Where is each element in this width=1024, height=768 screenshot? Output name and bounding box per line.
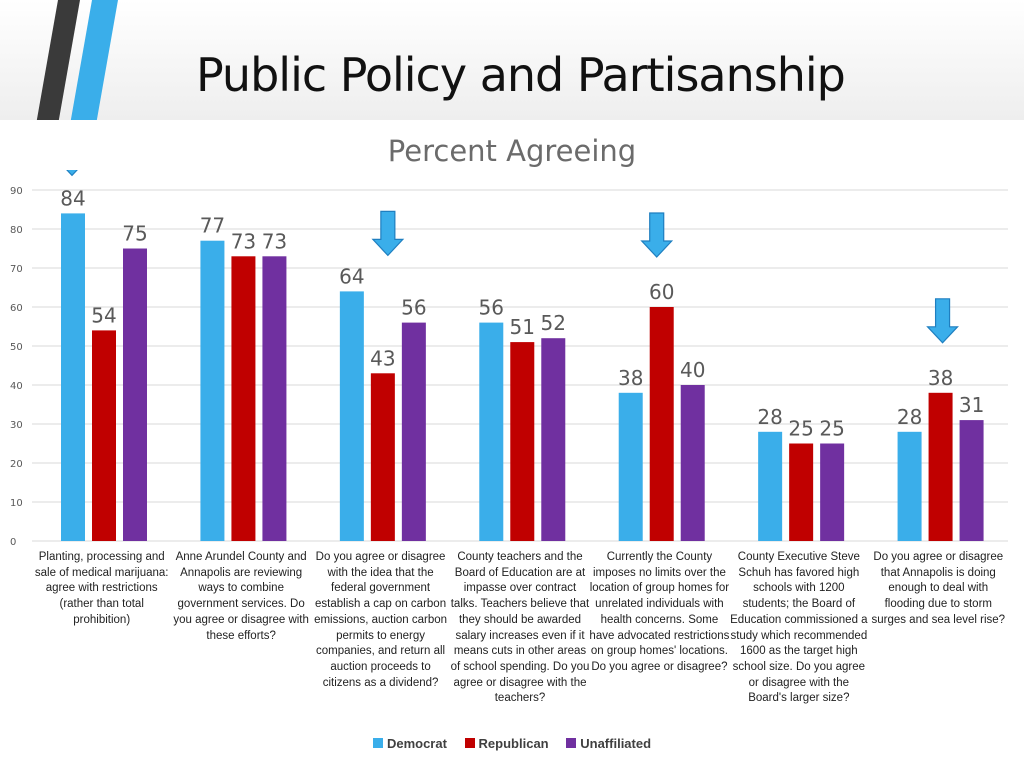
slide-title: Public Policy and Partisanship bbox=[196, 48, 846, 102]
legend-label-democrat: Democrat bbox=[386, 736, 447, 751]
data-label-unaffiliated: 31 bbox=[959, 393, 984, 417]
data-label-republican: 25 bbox=[788, 417, 813, 441]
decorative-blue-stripe bbox=[70, 0, 118, 120]
down-arrow-icon bbox=[66, 170, 78, 177]
data-label-republican: 51 bbox=[510, 315, 535, 339]
x-category-label: County teachers and the Board of Educati… bbox=[450, 551, 590, 705]
data-label-unaffiliated: 73 bbox=[262, 229, 287, 253]
data-label-democrat: 28 bbox=[897, 405, 922, 429]
bar-republican bbox=[370, 373, 395, 541]
bar-unaffiliated bbox=[541, 338, 566, 541]
legend-item-republican: Republican bbox=[464, 736, 549, 751]
down-arrow-icon bbox=[640, 212, 674, 258]
data-label-republican: 43 bbox=[370, 346, 395, 370]
bar-democrat bbox=[339, 291, 364, 541]
data-label-republican: 54 bbox=[91, 303, 116, 327]
y-tick-label: 0 bbox=[10, 537, 16, 548]
y-tick-label: 80 bbox=[10, 225, 23, 236]
data-label-unaffiliated: 40 bbox=[680, 358, 705, 382]
data-label-republican: 38 bbox=[928, 366, 953, 390]
y-tick-label: 60 bbox=[10, 303, 23, 314]
y-tick-label: 70 bbox=[10, 264, 23, 275]
legend-swatch-democrat bbox=[372, 738, 383, 748]
data-label-unaffiliated: 75 bbox=[122, 222, 147, 246]
y-tick-label: 50 bbox=[10, 342, 23, 353]
data-label-republican: 73 bbox=[231, 229, 256, 253]
slide-header: Public Policy and Partisanship bbox=[0, 0, 1024, 120]
bar-republican bbox=[231, 256, 256, 541]
bar-unaffiliated bbox=[401, 322, 426, 541]
bar-republican bbox=[510, 342, 535, 541]
bar-democrat bbox=[758, 431, 783, 541]
bar-democrat bbox=[897, 431, 922, 541]
legend-item-unaffiliated: Unaffiliated bbox=[566, 736, 651, 751]
legend-item-democrat: Democrat bbox=[372, 736, 447, 751]
legend-swatch-unaffiliated bbox=[566, 738, 577, 748]
bar-democrat bbox=[200, 240, 225, 541]
data-label-democrat: 38 bbox=[618, 366, 643, 390]
bar-unaffiliated bbox=[680, 385, 705, 541]
data-label-democrat: 64 bbox=[339, 264, 364, 288]
data-label-democrat: 28 bbox=[757, 405, 782, 429]
data-label-unaffiliated: 56 bbox=[401, 296, 426, 320]
data-label-democrat: 84 bbox=[60, 186, 85, 210]
x-category-label: Planting, processing and sale of medical… bbox=[34, 551, 169, 626]
bar-unaffiliated bbox=[262, 256, 287, 541]
y-tick-label: 90 bbox=[10, 186, 23, 197]
bar-democrat bbox=[61, 213, 85, 541]
bar-unaffiliated bbox=[959, 420, 984, 541]
data-label-republican: 60 bbox=[649, 280, 674, 304]
legend-label-republican: Republican bbox=[478, 736, 549, 751]
data-label-democrat: 56 bbox=[479, 296, 504, 320]
chart-title: Percent Agreeing bbox=[387, 134, 637, 168]
x-category-label: Do you agree or disagree that Annapolis … bbox=[871, 551, 1006, 626]
legend-swatch-republican bbox=[464, 738, 475, 748]
x-category-label: Anne Arundel County and Annapolis are re… bbox=[173, 551, 309, 642]
bar-republican bbox=[789, 443, 814, 541]
bar-democrat bbox=[618, 392, 643, 541]
down-arrow-icon bbox=[371, 210, 405, 257]
x-category-label: Do you agree or disagree with the idea t… bbox=[314, 551, 448, 689]
legend-label-unaffiliated: Unaffiliated bbox=[580, 736, 652, 751]
data-label-unaffiliated: 52 bbox=[541, 311, 566, 335]
data-label-democrat: 77 bbox=[200, 214, 225, 238]
x-category-label: County Executive Steve Schuh has favored… bbox=[730, 551, 868, 705]
bar-unaffiliated bbox=[820, 443, 845, 541]
y-tick-label: 10 bbox=[10, 498, 23, 509]
bar-republican bbox=[649, 307, 674, 541]
y-tick-label: 20 bbox=[10, 459, 23, 470]
x-category-label: Currently the County imposes no limits o… bbox=[589, 551, 730, 673]
legend: Democrat Republican Unaffiliated bbox=[0, 736, 1024, 751]
down-arrow-icon bbox=[926, 298, 959, 344]
bar-republican bbox=[928, 392, 953, 541]
y-tick-label: 40 bbox=[10, 381, 23, 392]
bar-republican bbox=[92, 330, 116, 541]
bar-democrat bbox=[479, 322, 504, 541]
y-tick-label: 30 bbox=[10, 420, 23, 431]
data-label-unaffiliated: 25 bbox=[819, 417, 844, 441]
bar-unaffiliated bbox=[123, 248, 147, 541]
